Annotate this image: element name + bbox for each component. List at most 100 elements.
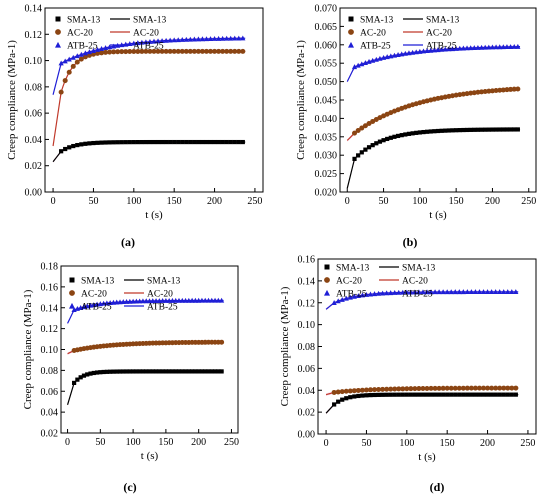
- triangle-marker: [424, 289, 430, 295]
- x-tick-label: 0: [51, 196, 56, 207]
- x-tick-label: 150: [167, 196, 182, 207]
- circle-marker: [179, 48, 185, 54]
- circle-marker: [203, 48, 209, 54]
- circle-marker: [335, 389, 341, 395]
- triangle-marker: [220, 35, 226, 41]
- triangle-marker: [183, 36, 189, 42]
- square-marker: [352, 156, 357, 161]
- triangle-marker: [324, 289, 330, 296]
- circle-marker: [392, 386, 398, 392]
- square-marker: [461, 392, 466, 397]
- triangle-marker: [497, 44, 503, 50]
- circle-marker: [489, 88, 495, 94]
- triangle-marker: [224, 35, 230, 41]
- fit-bands: [347, 45, 519, 190]
- markers-ac-20: [58, 48, 246, 95]
- y-tick-label: 0.04: [41, 408, 59, 419]
- x-axis-title: t (s): [429, 209, 447, 221]
- y-axis-title: Creep compliance (MPa-1): [6, 40, 18, 160]
- triangle-marker: [199, 36, 206, 42]
- circle-marker: [195, 48, 201, 54]
- square-marker: [190, 369, 195, 374]
- circle-marker: [347, 388, 353, 394]
- square-marker: [501, 127, 506, 132]
- triangle-marker: [196, 297, 202, 303]
- triangle-marker: [166, 297, 172, 303]
- square-marker: [432, 129, 437, 134]
- square-marker: [71, 143, 76, 149]
- triangle-marker: [236, 35, 242, 41]
- circle-marker: [232, 48, 238, 54]
- square-marker: [168, 139, 173, 145]
- circle-marker: [143, 48, 149, 54]
- triangle-marker: [486, 44, 492, 50]
- circle-marker: [444, 385, 450, 391]
- circle-marker: [324, 277, 330, 283]
- y-tick-label: 0.02: [25, 161, 43, 172]
- y-tick-label: 0.16: [41, 282, 59, 293]
- triangle-marker: [464, 289, 470, 295]
- triangle-marker: [464, 45, 470, 51]
- triangle-marker: [195, 36, 202, 42]
- square-marker: [388, 392, 393, 397]
- chart-panel-c: 0 50 100 150 200 250 0.02 0.04 0.06 0.08 0.10 0.12 0…: [22, 262, 239, 495]
- square-marker: [123, 140, 128, 145]
- x-tick-label: 50: [361, 438, 371, 449]
- square-marker: [453, 392, 458, 397]
- square-marker: [180, 369, 185, 374]
- circle-marker: [432, 385, 438, 391]
- square-marker: [417, 130, 422, 135]
- square-marker: [475, 127, 481, 132]
- legend-label-model: ATB-25: [133, 42, 164, 52]
- y-tick-label: 0.12: [25, 30, 43, 41]
- triangle-marker: [90, 48, 97, 53]
- y-tick-label: 0.04: [25, 135, 43, 146]
- y-tick-label: 0.055: [315, 59, 338, 70]
- y-tick-label: 0.12: [298, 298, 316, 309]
- triangle-marker: [488, 289, 495, 295]
- circle-marker: [408, 386, 414, 392]
- square-marker: [115, 140, 120, 145]
- x-tick-label: 150: [158, 437, 173, 448]
- square-marker: [486, 127, 491, 132]
- triangle-marker: [160, 298, 166, 303]
- triangle-marker: [139, 39, 145, 45]
- circle-marker: [219, 339, 225, 345]
- markers-atb-25: [331, 289, 519, 305]
- y-tick-label: 0.14: [41, 303, 59, 314]
- panel-label: (b): [403, 235, 418, 249]
- square-marker: [368, 393, 373, 398]
- square-marker: [153, 369, 159, 374]
- circle-marker: [359, 387, 365, 393]
- square-marker: [441, 392, 446, 397]
- square-marker: [464, 127, 470, 133]
- circle-marker: [471, 90, 477, 96]
- square-marker: [360, 393, 365, 398]
- square-marker: [485, 392, 490, 397]
- markers-ac-20: [352, 86, 521, 136]
- triangle-marker: [205, 297, 212, 303]
- legend-label-model: SMA-13: [402, 264, 436, 274]
- legend-label-model: ATB-25: [147, 303, 178, 313]
- square-marker: [493, 392, 498, 397]
- square-marker: [457, 392, 462, 397]
- markers-sma-13: [59, 139, 245, 154]
- circle-marker: [486, 88, 492, 94]
- square-marker: [155, 139, 161, 145]
- x-tick-label: 200: [191, 437, 206, 448]
- circle-marker: [107, 49, 113, 55]
- square-marker: [143, 139, 149, 145]
- square-marker: [388, 135, 393, 140]
- markers-atb-25: [71, 297, 225, 313]
- triangle-marker: [82, 50, 88, 56]
- triangle-marker: [179, 297, 185, 303]
- circle-marker: [199, 48, 205, 54]
- triangle-marker: [456, 289, 462, 295]
- legend: SMA-13 SMA-13 AC-20 AC-20 ATB-25 ATB-25: [69, 277, 181, 313]
- circle-marker: [208, 48, 214, 54]
- triangle-marker: [472, 289, 479, 295]
- triangle-marker: [171, 37, 177, 43]
- triangle-marker: [489, 44, 496, 50]
- circle-marker: [240, 48, 246, 54]
- chart-panel-b: 0 50 100 150 200 250 0.020 0.025 0.030 0.035 0.040…: [295, 4, 537, 249]
